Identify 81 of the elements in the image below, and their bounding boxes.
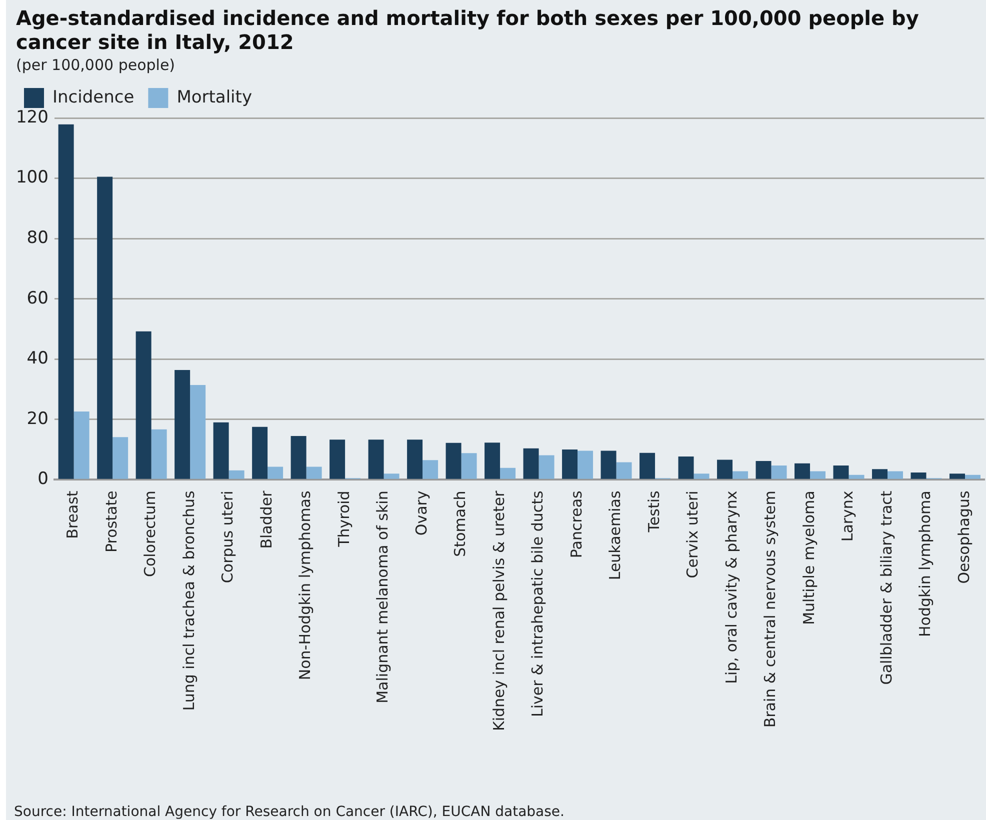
source-note: Source: International Agency for Research on Cancer (IARC), EUCAN database.: [14, 804, 564, 820]
x-tick-label: Brain & central nervous system: [761, 490, 780, 728]
y-tick-label: 80: [26, 228, 48, 248]
x-tick-label: Malignant melanoma of skin: [374, 490, 392, 704]
bar: [461, 453, 477, 479]
bar: [330, 440, 346, 479]
x-tick-label: Colorectum: [141, 490, 160, 577]
legend-label: Mortality: [176, 87, 252, 108]
bar: [910, 472, 926, 479]
bar: [368, 440, 384, 479]
y-tick-label: 20: [26, 408, 48, 429]
x-tick-label: Lip, oral cavity & pharynx: [722, 490, 740, 684]
bar: [578, 450, 594, 479]
bar: [97, 176, 113, 479]
y-tick-label: 100: [16, 168, 48, 188]
bar: [678, 456, 694, 479]
x-tick-label: Breast: [64, 490, 82, 539]
x-tick-label: Larynx: [838, 490, 857, 542]
bar: [58, 124, 74, 479]
x-tick-label: Leukaemias: [606, 490, 624, 580]
y-tick-label: 40: [26, 348, 48, 369]
x-tick-label: Kidney incl renal pelvis & ureter: [490, 490, 508, 732]
bar: [538, 455, 554, 479]
bar: [888, 471, 904, 479]
bar: [950, 474, 965, 479]
x-tick-label: Multiple myeloma: [800, 490, 818, 625]
bar: [717, 460, 733, 479]
bar: [756, 460, 772, 479]
x-tick-label: Thyroid: [334, 490, 353, 548]
bar: [151, 429, 167, 479]
bar: [112, 437, 128, 479]
bar: [640, 452, 656, 479]
bar: [174, 370, 190, 479]
x-tick-label: Oesophagus: [954, 490, 973, 584]
y-tick-label: 120: [16, 107, 48, 128]
bar: [228, 470, 244, 479]
bar: [562, 450, 578, 479]
bar: [213, 422, 229, 479]
bar: [848, 474, 864, 479]
bar: [771, 466, 787, 479]
x-tick-label: Gallbladder & biliary tract: [877, 490, 896, 685]
bar: [616, 462, 632, 479]
x-tick-label: Stomach: [451, 490, 470, 557]
x-tick-label: Liver & intrahepatic bile ducts: [528, 490, 547, 717]
bar: [732, 471, 748, 479]
legend-label: Incidence: [52, 87, 134, 108]
bar: [872, 469, 888, 479]
x-tick-label: Cervix uteri: [684, 490, 702, 578]
y-tick-label: 0: [38, 469, 48, 490]
x-tick-label: Bladder: [257, 490, 276, 549]
bar: [422, 460, 438, 479]
chart-subtitle: (per 100,000 people): [15, 55, 176, 74]
x-tick-label: Lung incl trachea & bronchus: [180, 490, 198, 711]
bar: [74, 412, 90, 479]
bar: [306, 466, 322, 479]
bar: [407, 440, 423, 479]
y-tick-label: 60: [26, 288, 48, 308]
x-tick-label: Prostate: [102, 490, 120, 552]
bar: [190, 385, 206, 479]
bar: [500, 468, 516, 479]
x-tick-label: Pancreas: [567, 490, 586, 558]
x-tick-label: Ovary: [412, 490, 430, 536]
bar: [965, 474, 980, 479]
bar: [523, 448, 539, 479]
bar: [252, 426, 268, 479]
x-tick-label: Corpus uteri: [218, 490, 237, 584]
bar: [446, 442, 462, 479]
bar: [833, 466, 849, 479]
bar: [810, 471, 826, 479]
bar: [136, 331, 152, 479]
bar: [384, 474, 400, 479]
bar: [694, 474, 710, 479]
x-tick-label: Hodgkin lymphoma: [916, 490, 934, 637]
bar: [600, 450, 616, 479]
bar: [484, 442, 500, 479]
bar: [290, 436, 306, 479]
chart-title: Age-standardised incidence and mortality for both sexes per 100,000 people by cancer site in Italy, 2012: [15, 5, 920, 54]
bar: [794, 463, 810, 479]
x-tick-label: Testis: [644, 490, 663, 534]
bar: [268, 466, 284, 479]
x-tick-label: Non-Hodgkin lymphomas: [296, 490, 314, 680]
